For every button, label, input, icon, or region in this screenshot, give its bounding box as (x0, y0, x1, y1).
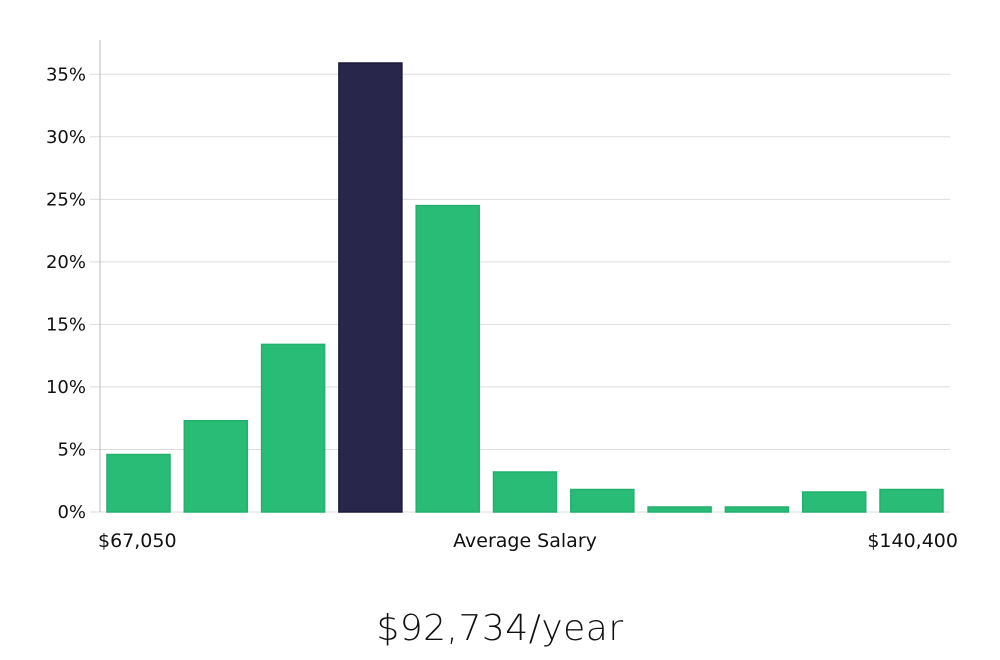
bar (570, 488, 635, 513)
y-tick-label: 10% (46, 377, 86, 398)
bar (415, 204, 480, 513)
y-tick-label: 35% (46, 64, 86, 85)
bar (260, 343, 326, 513)
x-max-label: $140,400 (867, 530, 958, 552)
bar (492, 471, 558, 513)
x-min-label: $67,050 (98, 530, 177, 552)
y-tick-label: 25% (46, 189, 86, 210)
x-center-label: Average Salary (453, 530, 597, 552)
salary-histogram: 0% 5% 10% 15% 20% 25% 30% 35% $67,050 Average S… (46, 40, 958, 552)
y-tick-label: 20% (46, 252, 86, 273)
y-axis-ticks: 0% 5% 10% 15% 20% 25% 30% 35% (46, 64, 86, 523)
bar (183, 419, 249, 513)
y-tick-label: 30% (46, 127, 86, 148)
y-tick-label: 5% (57, 439, 86, 460)
bar-highlighted (338, 62, 403, 513)
bar (801, 491, 867, 513)
average-salary-headline: $92,734/year (376, 608, 624, 649)
bar (106, 453, 171, 513)
y-tick-label: 0% (57, 502, 86, 523)
bar (647, 506, 712, 513)
bar (724, 506, 790, 513)
y-tick-label: 15% (46, 314, 86, 335)
bars (106, 62, 944, 513)
bar (879, 488, 944, 513)
